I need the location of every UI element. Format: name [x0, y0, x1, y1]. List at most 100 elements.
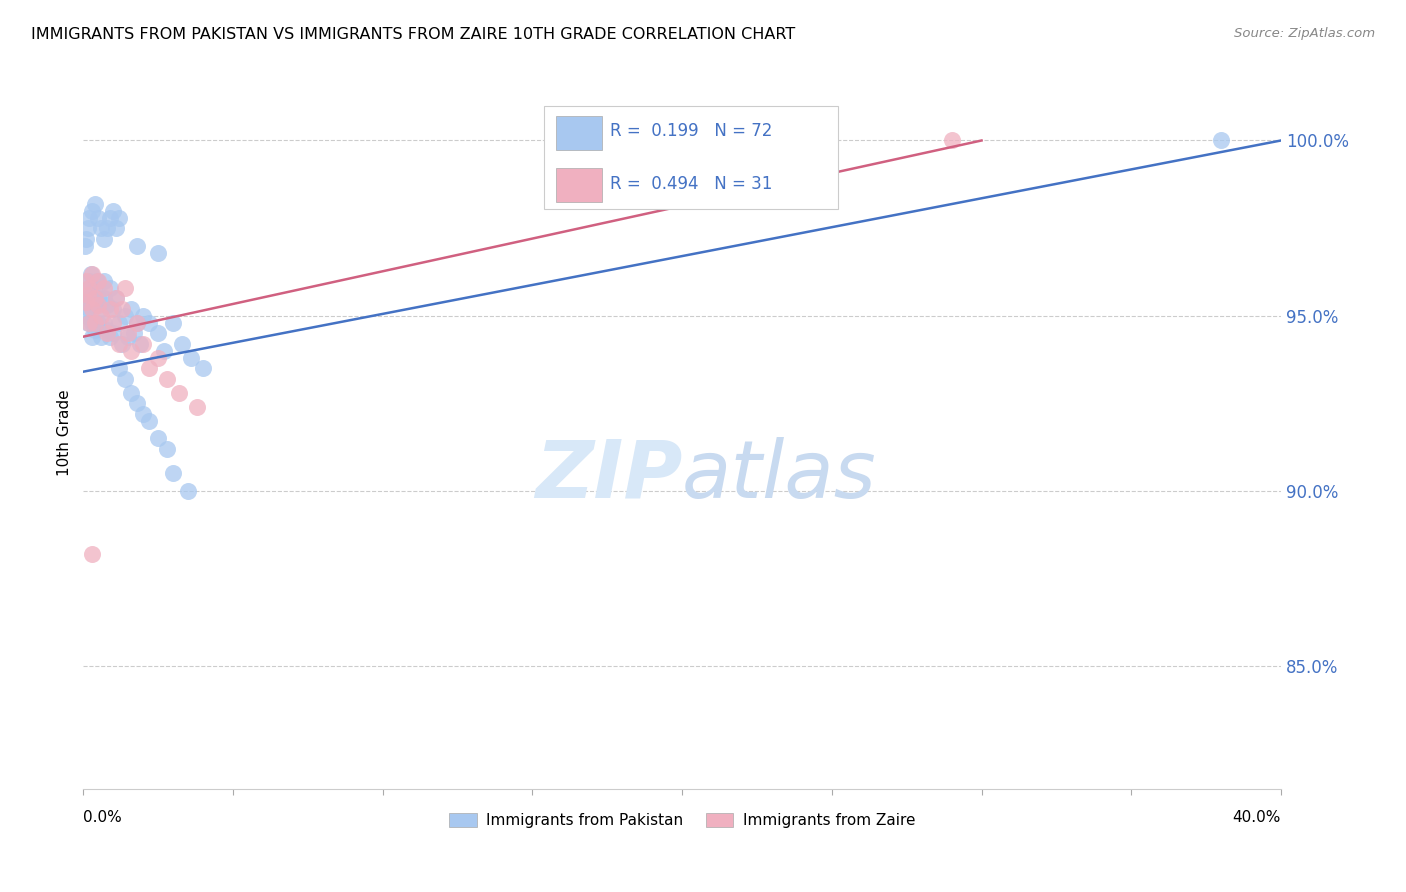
Point	[96, 326, 118, 340]
Point	[77, 211, 100, 225]
Point	[79, 291, 101, 305]
Point	[191, 361, 214, 376]
Point	[87, 291, 110, 305]
Point	[162, 316, 184, 330]
Point	[180, 351, 202, 365]
Point	[103, 203, 125, 218]
Point	[76, 309, 98, 323]
Point	[132, 336, 155, 351]
Point	[76, 287, 98, 301]
Point	[98, 301, 121, 316]
Point	[98, 280, 121, 294]
Point	[111, 336, 134, 351]
Point	[82, 329, 104, 343]
Point	[87, 211, 110, 225]
Point	[105, 291, 128, 305]
Point	[82, 547, 104, 561]
Point	[108, 361, 131, 376]
Point	[127, 238, 149, 252]
Point	[84, 291, 107, 305]
Point	[98, 329, 121, 343]
Point	[90, 329, 112, 343]
Point	[129, 336, 152, 351]
Point	[73, 238, 96, 252]
Point	[117, 326, 139, 340]
Point	[103, 326, 125, 340]
Point	[77, 301, 100, 316]
Point	[146, 326, 169, 340]
Point	[75, 231, 97, 245]
Text: Source: ZipAtlas.com: Source: ZipAtlas.com	[1234, 27, 1375, 40]
Point	[84, 196, 107, 211]
Point	[103, 301, 125, 316]
Text: R =  0.199   N = 72: R = 0.199 N = 72	[610, 122, 773, 140]
Point	[146, 431, 169, 445]
Point	[93, 231, 115, 245]
Point	[138, 414, 160, 428]
Point	[93, 291, 115, 305]
Point	[87, 274, 110, 288]
Point	[90, 301, 112, 316]
Point	[75, 294, 97, 309]
Point	[93, 280, 115, 294]
Point	[82, 287, 104, 301]
Point	[120, 385, 142, 400]
Point	[167, 385, 190, 400]
Point	[132, 407, 155, 421]
Text: 40.0%: 40.0%	[1233, 810, 1281, 824]
Point	[77, 274, 100, 288]
Point	[84, 323, 107, 337]
Point	[108, 316, 131, 330]
Legend: Immigrants from Pakistan, Immigrants from Zaire: Immigrants from Pakistan, Immigrants fro…	[443, 806, 921, 834]
Point	[84, 316, 107, 330]
Point	[103, 316, 125, 330]
Point	[162, 467, 184, 481]
Point	[186, 400, 208, 414]
Point	[177, 483, 200, 498]
Point	[120, 343, 142, 358]
Point	[75, 294, 97, 309]
Point	[105, 291, 128, 305]
Point	[127, 316, 149, 330]
Text: IMMIGRANTS FROM PAKISTAN VS IMMIGRANTS FROM ZAIRE 10TH GRADE CORRELATION CHART: IMMIGRANTS FROM PAKISTAN VS IMMIGRANTS F…	[31, 27, 796, 42]
Point	[114, 372, 136, 386]
Point	[87, 298, 110, 312]
Point	[86, 274, 108, 288]
Point	[146, 351, 169, 365]
Point	[108, 336, 131, 351]
Point	[96, 221, 118, 235]
Point	[105, 221, 128, 235]
Text: 0.0%: 0.0%	[83, 810, 122, 824]
Point	[156, 372, 179, 386]
Point	[127, 316, 149, 330]
Point	[80, 267, 103, 281]
Point	[76, 221, 98, 235]
Point	[1209, 134, 1232, 148]
Point	[120, 301, 142, 316]
Point	[80, 316, 103, 330]
Text: ZIP: ZIP	[534, 437, 682, 515]
Point	[941, 134, 963, 148]
Point	[117, 329, 139, 343]
FancyBboxPatch shape	[557, 116, 602, 150]
Point	[76, 316, 98, 330]
Point	[114, 309, 136, 323]
Point	[98, 211, 121, 225]
Point	[108, 211, 131, 225]
Point	[132, 309, 155, 323]
Point	[82, 267, 104, 281]
Y-axis label: 10th Grade: 10th Grade	[58, 390, 72, 476]
Point	[93, 316, 115, 330]
Point	[146, 245, 169, 260]
FancyBboxPatch shape	[544, 106, 838, 209]
Text: R =  0.494   N = 31: R = 0.494 N = 31	[610, 175, 773, 193]
Point	[90, 309, 112, 323]
Point	[96, 298, 118, 312]
Text: atlas: atlas	[682, 437, 877, 515]
Point	[77, 280, 100, 294]
FancyBboxPatch shape	[557, 168, 602, 202]
Point	[96, 323, 118, 337]
Point	[111, 301, 134, 316]
Point	[138, 361, 160, 376]
Point	[122, 326, 145, 340]
